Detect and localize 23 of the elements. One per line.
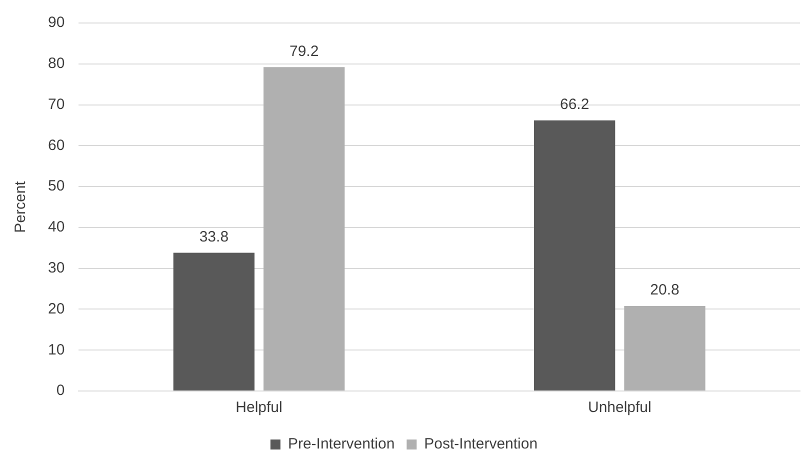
data-label: 66.2 <box>560 96 590 113</box>
y-tick-label: 50 <box>48 178 65 195</box>
x-tick-label: Helpful <box>236 399 282 416</box>
bar <box>173 252 255 390</box>
y-tick-label: 80 <box>48 55 65 72</box>
y-tick-label: 60 <box>48 136 65 154</box>
legend-label: Post-Intervention <box>424 436 538 453</box>
y-tick-label: 10 <box>48 341 65 358</box>
bar <box>624 306 706 390</box>
legend-label: Pre-Intervention <box>288 436 395 453</box>
y-tick-label: 30 <box>48 259 65 276</box>
data-label: 20.8 <box>650 282 680 299</box>
bar <box>264 67 345 390</box>
y-tick-label: 40 <box>48 218 65 236</box>
y-tick-label: 90 <box>48 14 65 32</box>
data-label: 33.8 <box>199 228 229 246</box>
y-tick-label: 70 <box>48 96 65 113</box>
data-label: 79.2 <box>289 42 319 60</box>
y-tick-label: 20 <box>48 300 65 318</box>
y-tick-label: 0 <box>56 382 65 400</box>
x-tick-label: Unhelpful <box>588 399 652 416</box>
y-axis-title: Percent <box>12 180 30 233</box>
bar <box>534 120 616 390</box>
